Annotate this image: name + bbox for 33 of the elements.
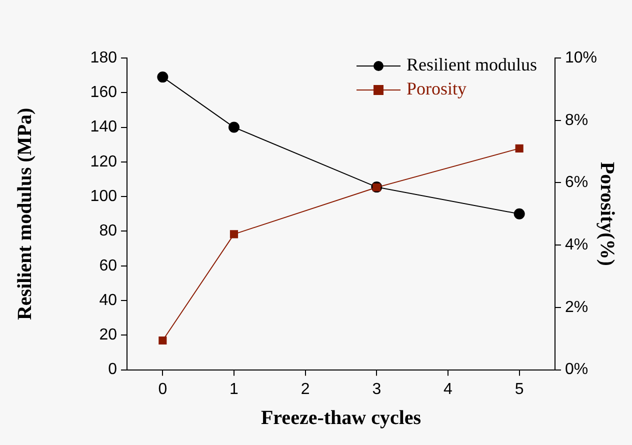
point [230, 230, 238, 238]
y-tick-label: 80 [99, 222, 118, 240]
legend-label: Porosity [406, 78, 467, 99]
y-tick-label: 140 [90, 118, 118, 136]
x-tick-label: 1 [230, 380, 239, 398]
y-axis-title: Resilient modulus (MPa) [14, 108, 36, 320]
y2-tick-label: 8% [565, 112, 588, 129]
point [158, 336, 167, 345]
x-tick-label: 0 [158, 380, 168, 398]
point [157, 72, 168, 83]
y-tick-label: 120 [90, 153, 118, 170]
point [515, 144, 524, 152]
x-tick-label: 5 [514, 380, 524, 398]
y2-axis-title: Porosity(%) [596, 162, 618, 266]
y-tick-label: 20 [99, 326, 118, 344]
y2-tick-label: 4% [565, 236, 588, 254]
x-tick-label: 3 [372, 380, 382, 398]
y-tick-label: 180 [90, 49, 118, 66]
y-tick-label: 60 [99, 257, 118, 274]
point [514, 208, 525, 220]
x-tick-label: 2 [300, 380, 310, 398]
y-tick-label: 40 [99, 292, 118, 309]
x-tick-label: 4 [444, 380, 453, 398]
legend-label: Resilient modulus [406, 54, 537, 75]
y2-tick-label: 6% [565, 174, 588, 192]
y2-tick-label: 0% [565, 361, 588, 378]
y-tick-label: 100 [90, 188, 118, 205]
point [228, 122, 240, 133]
y-tick-label: 0 [108, 361, 118, 378]
y-tick-label: 160 [90, 84, 118, 102]
y2-tick-label: 2% [565, 298, 588, 316]
y2-tick-label: 10% [565, 49, 598, 66]
x-axis-title: Freeze-thaw cycles [260, 407, 422, 430]
